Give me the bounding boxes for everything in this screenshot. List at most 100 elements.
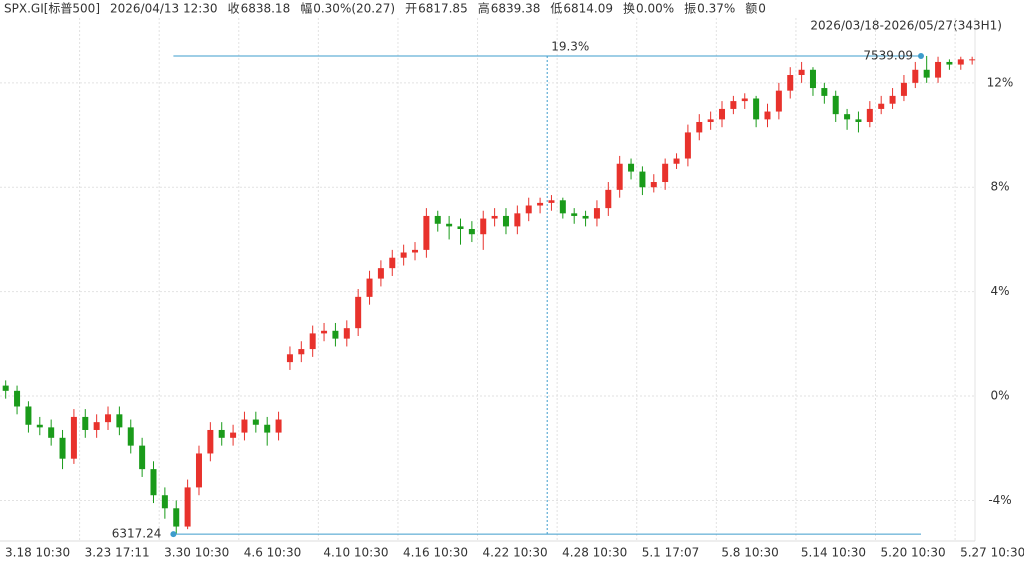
candle-body <box>582 215 589 219</box>
info-item: 2026/04/13 12:30 <box>110 2 218 16</box>
x-tick-label: 3.23 17:11 <box>85 546 150 560</box>
y-tick-label: 4% <box>990 284 1009 298</box>
x-tick-label: 5.20 10:30 <box>881 546 946 560</box>
x-tick-label: 5.27 10:30 <box>960 546 1024 560</box>
candle-body <box>195 453 202 488</box>
candle-body <box>741 98 748 102</box>
info-item: 0 <box>758 2 766 16</box>
candle-body <box>275 419 282 433</box>
candle-body <box>309 333 316 350</box>
candle-body <box>605 189 612 209</box>
info-item: 开 <box>405 2 417 16</box>
range-label: 19.3% <box>551 39 589 53</box>
candle-body <box>719 108 726 120</box>
info-item: 振 <box>684 2 696 16</box>
candle-body <box>900 82 907 96</box>
info-item: 6838.18 <box>241 2 291 16</box>
info-item: SPX.GI[标普500] <box>4 2 100 16</box>
x-tick-label: 5.14 10:30 <box>801 546 866 560</box>
candle-body <box>400 252 407 258</box>
candle-body <box>639 171 646 188</box>
info-item: 低 <box>550 2 562 16</box>
x-tick-label: 3.18 10:30 <box>5 546 70 560</box>
candle-body <box>491 215 498 219</box>
candle-body <box>628 163 635 172</box>
x-tick-label: 5.8 10:30 <box>721 546 778 560</box>
candle-body <box>753 98 760 120</box>
candle-body <box>889 95 896 104</box>
info-item: 6817.85 <box>418 2 468 16</box>
candle-body <box>14 390 21 407</box>
candle-body <box>514 213 521 227</box>
candle-body <box>218 429 225 438</box>
min-dot <box>170 531 177 538</box>
candle-body <box>662 163 669 183</box>
candle-body <box>764 111 771 120</box>
candle-body <box>537 202 544 206</box>
candle-body <box>252 419 259 425</box>
candle-body <box>821 88 828 96</box>
candle-body <box>36 424 43 428</box>
candle-body <box>730 101 737 109</box>
info-item: 0.37% <box>697 2 735 16</box>
candle-body <box>70 416 77 459</box>
candle-body <box>230 432 237 438</box>
candle-body <box>548 200 555 203</box>
candle-body <box>298 349 305 355</box>
candle-body <box>59 437 66 459</box>
min-label: 6317.24 <box>112 527 162 541</box>
candle-body <box>673 158 680 164</box>
x-tick-label: 3.30 10:30 <box>164 546 229 560</box>
candle-body <box>832 95 839 115</box>
candle-body <box>878 103 885 109</box>
candle-body <box>684 132 691 159</box>
candle-body <box>207 429 214 454</box>
candle-body <box>866 108 873 122</box>
info-item: 换 <box>623 2 635 16</box>
candle-body <box>696 121 703 133</box>
info-item: 0.00% <box>636 2 674 16</box>
candle-body <box>650 182 657 188</box>
candle-body <box>616 163 623 190</box>
candle-body <box>93 422 100 430</box>
candle-body <box>161 495 168 509</box>
candle-body <box>343 328 350 339</box>
candle-body <box>150 469 157 496</box>
y-tick-label: 12% <box>987 75 1014 89</box>
x-tick-label: 4.22 10:30 <box>483 546 548 560</box>
candle-body <box>855 119 862 122</box>
candle-body <box>525 205 532 214</box>
candle-body <box>366 278 373 297</box>
candle-body <box>173 508 180 527</box>
candle-body <box>559 200 566 214</box>
candle-body <box>321 330 328 334</box>
candle-body <box>423 215 430 250</box>
candle-body <box>434 215 441 224</box>
candle-body <box>787 75 794 91</box>
max-label: 7539.09 <box>863 48 913 62</box>
info-item: 高 <box>478 1 490 16</box>
candle-body <box>946 61 953 65</box>
candle-body <box>116 414 123 428</box>
candle-body <box>969 59 976 61</box>
candle-body <box>912 69 919 83</box>
candle-body <box>571 213 578 216</box>
candle-body <box>844 114 851 120</box>
candle-body <box>457 226 464 229</box>
info-item: 收 <box>228 2 240 16</box>
candle-body <box>377 268 384 279</box>
x-tick-label: 4.6 10:30 <box>244 546 301 560</box>
max-dot <box>917 52 924 59</box>
candle-body <box>935 61 942 78</box>
info-item: 额 <box>745 2 757 16</box>
candle-body <box>25 406 32 425</box>
y-tick-label: 0% <box>990 389 1009 403</box>
candle-body <box>127 427 134 446</box>
candle-body <box>957 59 964 65</box>
info-item: 0.30%(20.27) <box>313 2 395 16</box>
candle-body <box>139 445 146 470</box>
candle-body <box>707 119 714 122</box>
candle-body <box>775 90 782 112</box>
